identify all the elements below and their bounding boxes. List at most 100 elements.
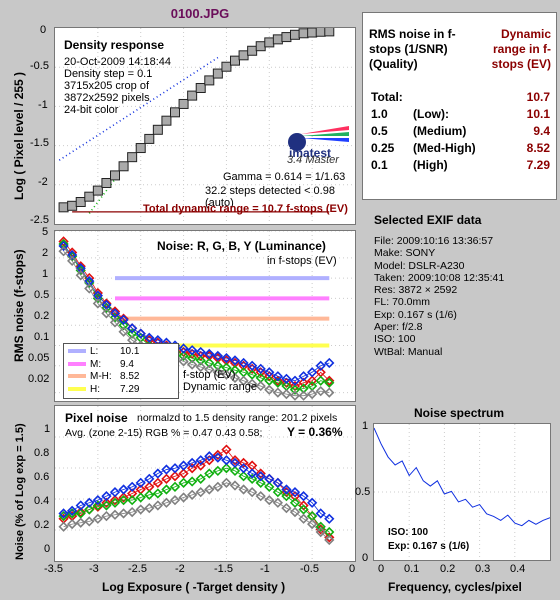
data-point (238, 375, 249, 386)
data-point (187, 352, 198, 364)
noise-note-fstop: f-stop (EV) (183, 369, 236, 381)
data-point (118, 492, 129, 503)
density-ytick: -2.5 (30, 214, 49, 226)
data-point (247, 378, 258, 389)
data-point (109, 509, 121, 520)
data-point (67, 249, 78, 261)
data-point (238, 463, 249, 474)
data-point (307, 497, 318, 508)
density-step-marker (127, 152, 138, 163)
data-point (272, 477, 283, 488)
data-point (84, 497, 95, 508)
data-point (229, 372, 241, 384)
data-point (195, 355, 206, 366)
data-point (204, 357, 215, 369)
data-point (281, 491, 292, 502)
data-point (135, 477, 146, 488)
data-point (247, 468, 258, 479)
noise-series-line (63, 245, 330, 382)
total-dr-text: Total dynamic range = 10.7 f-stops (EV) (143, 203, 348, 215)
data-point (272, 375, 283, 386)
data-point (212, 350, 223, 362)
pixel-noise-series-line (63, 455, 330, 520)
imatest-logo-text: imatest (289, 146, 332, 160)
pixel-ytick: 0.2 (34, 519, 50, 531)
data-point (255, 471, 266, 482)
pixel-xtick: -3 (89, 563, 99, 575)
exif-line: Aper: f/2.8 (374, 321, 423, 334)
data-point (67, 518, 78, 530)
legend-value: 8.52 (120, 371, 140, 382)
spectrum-ytick: 0 (362, 552, 369, 564)
data-point (298, 371, 309, 382)
density-ylabel: Log ( Pixel level / 255 ) (12, 71, 26, 200)
data-point (195, 460, 206, 471)
pixel-xtick: -1.5 (214, 563, 233, 575)
data-point (195, 346, 206, 358)
data-point (289, 506, 301, 518)
dr-row-name: (Low): (413, 106, 449, 121)
density-step-marker (307, 28, 318, 38)
density-step-marker (187, 90, 198, 101)
pixel-ytick: 0.8 (34, 447, 50, 459)
density-step-marker (170, 107, 180, 118)
dr-row: 0.25 (Med-High) 8.52 (369, 139, 552, 156)
density-step-marker (272, 34, 283, 45)
data-point (118, 320, 129, 331)
density-step-marker (298, 28, 309, 39)
data-point (109, 312, 121, 323)
legend-item: M: 9.4 (68, 359, 139, 372)
density-step-marker (67, 200, 78, 211)
data-point (212, 449, 223, 461)
pixel-xtick: -2.5 (128, 563, 147, 575)
data-point (272, 387, 283, 398)
data-point (178, 492, 189, 503)
data-point (307, 375, 318, 386)
data-point (127, 481, 138, 492)
dr-table: Total: 10.7 1.0 (Low): 10.1 0.5 (Medium) 9.4 … (369, 88, 552, 173)
pixel-noise-avg: Avg. (zone 2-15) RGB % = 0.47 0.43 0.58; (65, 427, 263, 439)
pixel-noise-y: Y = 0.36% (287, 425, 343, 439)
data-point (289, 487, 301, 498)
data-point (298, 491, 309, 502)
exif-line: Exp: 0.167 s (1/6) (374, 308, 457, 321)
data-point (75, 508, 86, 519)
imatest-version: 3.4 Master (287, 154, 339, 166)
data-point (127, 323, 138, 334)
data-point (324, 387, 335, 398)
data-point (324, 532, 335, 543)
data-point (204, 348, 215, 360)
data-point (169, 495, 181, 506)
dr-row-name: (High) (413, 157, 448, 172)
dr-row-value: 9.4 (533, 123, 550, 138)
dr-row-value: 7.29 (526, 157, 550, 172)
density-step-marker (118, 161, 129, 172)
dr-row-value: 10.7 (526, 89, 550, 104)
data-point (135, 492, 146, 503)
data-point (118, 314, 129, 325)
data-point (255, 363, 266, 374)
exif-line: File: 2009:10:16 13:36:57 (374, 235, 494, 247)
data-point (144, 473, 155, 484)
dr-row-level: 0.25 (371, 140, 395, 155)
data-point (255, 477, 266, 488)
spectrum-xtick: 0 (378, 563, 385, 575)
data-point (118, 508, 129, 519)
density-step-marker (101, 178, 112, 188)
density-step-marker (230, 55, 240, 66)
data-point (195, 350, 206, 362)
data-point (204, 484, 215, 495)
data-point (58, 246, 69, 257)
spectrum-exp: Exp: 0.167 s (1/6) (388, 541, 470, 552)
data-point (324, 377, 335, 388)
pixel-noise-title: Pixel noise (65, 411, 128, 425)
data-point (298, 390, 309, 401)
data-point (315, 360, 326, 371)
data-point (221, 352, 232, 364)
pixel-xtick: -0.5 (300, 563, 319, 575)
density-step-marker (212, 68, 223, 79)
data-point (307, 518, 318, 530)
legend-value: 10.1 (120, 346, 140, 357)
exif-line: FL: 70.0mm (374, 296, 431, 309)
density-step-marker (161, 115, 172, 126)
